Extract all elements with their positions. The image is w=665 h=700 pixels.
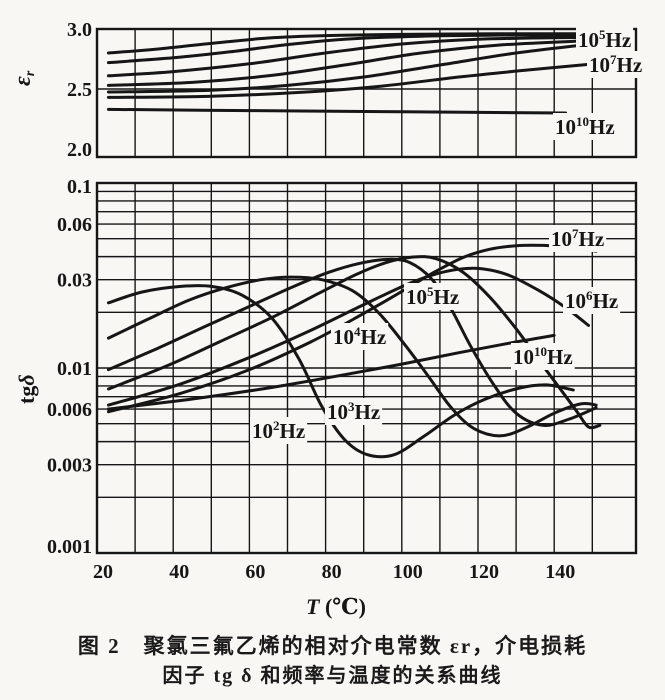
- y-axis-title-loss: tgδ: [14, 374, 39, 404]
- curve-label-mask: [250, 417, 308, 444]
- x-tick-label: 140: [545, 561, 575, 583]
- curve-label-mask: [404, 283, 462, 310]
- series-loss-factor-1e4Hz: [106, 257, 598, 427]
- y-tick-label: 2.0: [67, 139, 92, 161]
- series-loss-factor-1e6Hz: [106, 266, 590, 407]
- plot-frame: [95, 181, 638, 555]
- series-loss-factor-1e5Hz: [106, 255, 602, 430]
- series-loss-factor-1e3Hz: [106, 275, 598, 438]
- x-tick-label: 60: [245, 561, 265, 583]
- curve-label-mask: [587, 51, 645, 78]
- curve-label-loss-factor-4: 1010Hz: [513, 344, 573, 369]
- curve-label-loss-factor-6: 102Hz: [252, 418, 305, 443]
- chart-loss-factor: 0.1 0.06 0.03 0.01 0.006 0.003 0.001 107Hz 105Hz…: [47, 176, 638, 558]
- curve-label-mask: [511, 343, 575, 370]
- series-permittivity-unlabeled-curve-2: [106, 33, 583, 65]
- x-tick-label: 100: [393, 561, 423, 583]
- y-tick-label: 2.5: [67, 79, 92, 101]
- curve-label-mask: [553, 113, 617, 140]
- curve-label-mask: [549, 225, 607, 252]
- plot-frame: [95, 27, 638, 159]
- curve-label-permittivity-0: 105Hz: [578, 27, 631, 52]
- y-tick-label: 0.003: [47, 455, 92, 477]
- curve-label-loss-factor-1: 105Hz: [406, 284, 459, 309]
- y-tick-label: 0.1: [67, 176, 92, 198]
- x-axis-title-temperature: T (℃): [306, 594, 366, 619]
- curve-label-loss-factor-2: 106Hz: [565, 288, 618, 313]
- series-permittivity-unlabeled-curve-5: [106, 43, 583, 94]
- figure-caption-line2: 因子 tg δ 和频率与温度的关系曲线: [162, 665, 503, 687]
- curve-label-mask: [325, 398, 383, 425]
- y-tick-label: 0.06: [57, 214, 92, 236]
- curve-label-permittivity-1: 107Hz: [589, 52, 642, 77]
- series-loss-factor-1e2Hz: [106, 284, 575, 459]
- series-permittivity-unlabeled-curve-3: [106, 35, 583, 78]
- curve-label-permittivity-2: 1010Hz: [555, 114, 615, 139]
- y-axis-title-permittivity: εr: [10, 70, 38, 86]
- curve-label-mask: [576, 26, 634, 53]
- x-tick-label: 40: [169, 561, 189, 583]
- series-permittivity-1e10Hz: [106, 107, 568, 115]
- series-permittivity-unlabeled-curve-4: [106, 39, 583, 87]
- series-permittivity-1e7Hz: [106, 62, 590, 99]
- series-loss-factor-1e10Hz: [106, 333, 556, 411]
- x-tick-label: 120: [469, 561, 499, 583]
- y-tick-label: 0.03: [57, 270, 92, 292]
- y-tick-label: 0.001: [47, 536, 92, 558]
- curve-label-loss-factor-0: 107Hz: [551, 226, 604, 251]
- y-tick-label: 0.01: [57, 358, 92, 380]
- y-tick-label: 3.0: [67, 19, 92, 41]
- curve-label-mask: [563, 287, 621, 314]
- curve-label-mask: [331, 323, 389, 350]
- figure-caption-line1: 图 2 聚氯三氟乙烯的相对介电常数 εr，介电损耗: [77, 634, 588, 658]
- y-tick-label: 0.006: [47, 399, 92, 421]
- x-tick-label: 20: [93, 561, 113, 583]
- curve-label-loss-factor-3: 104Hz: [333, 324, 386, 349]
- curve-label-loss-factor-5: 103Hz: [327, 399, 380, 424]
- x-tick-label: 80: [322, 561, 342, 583]
